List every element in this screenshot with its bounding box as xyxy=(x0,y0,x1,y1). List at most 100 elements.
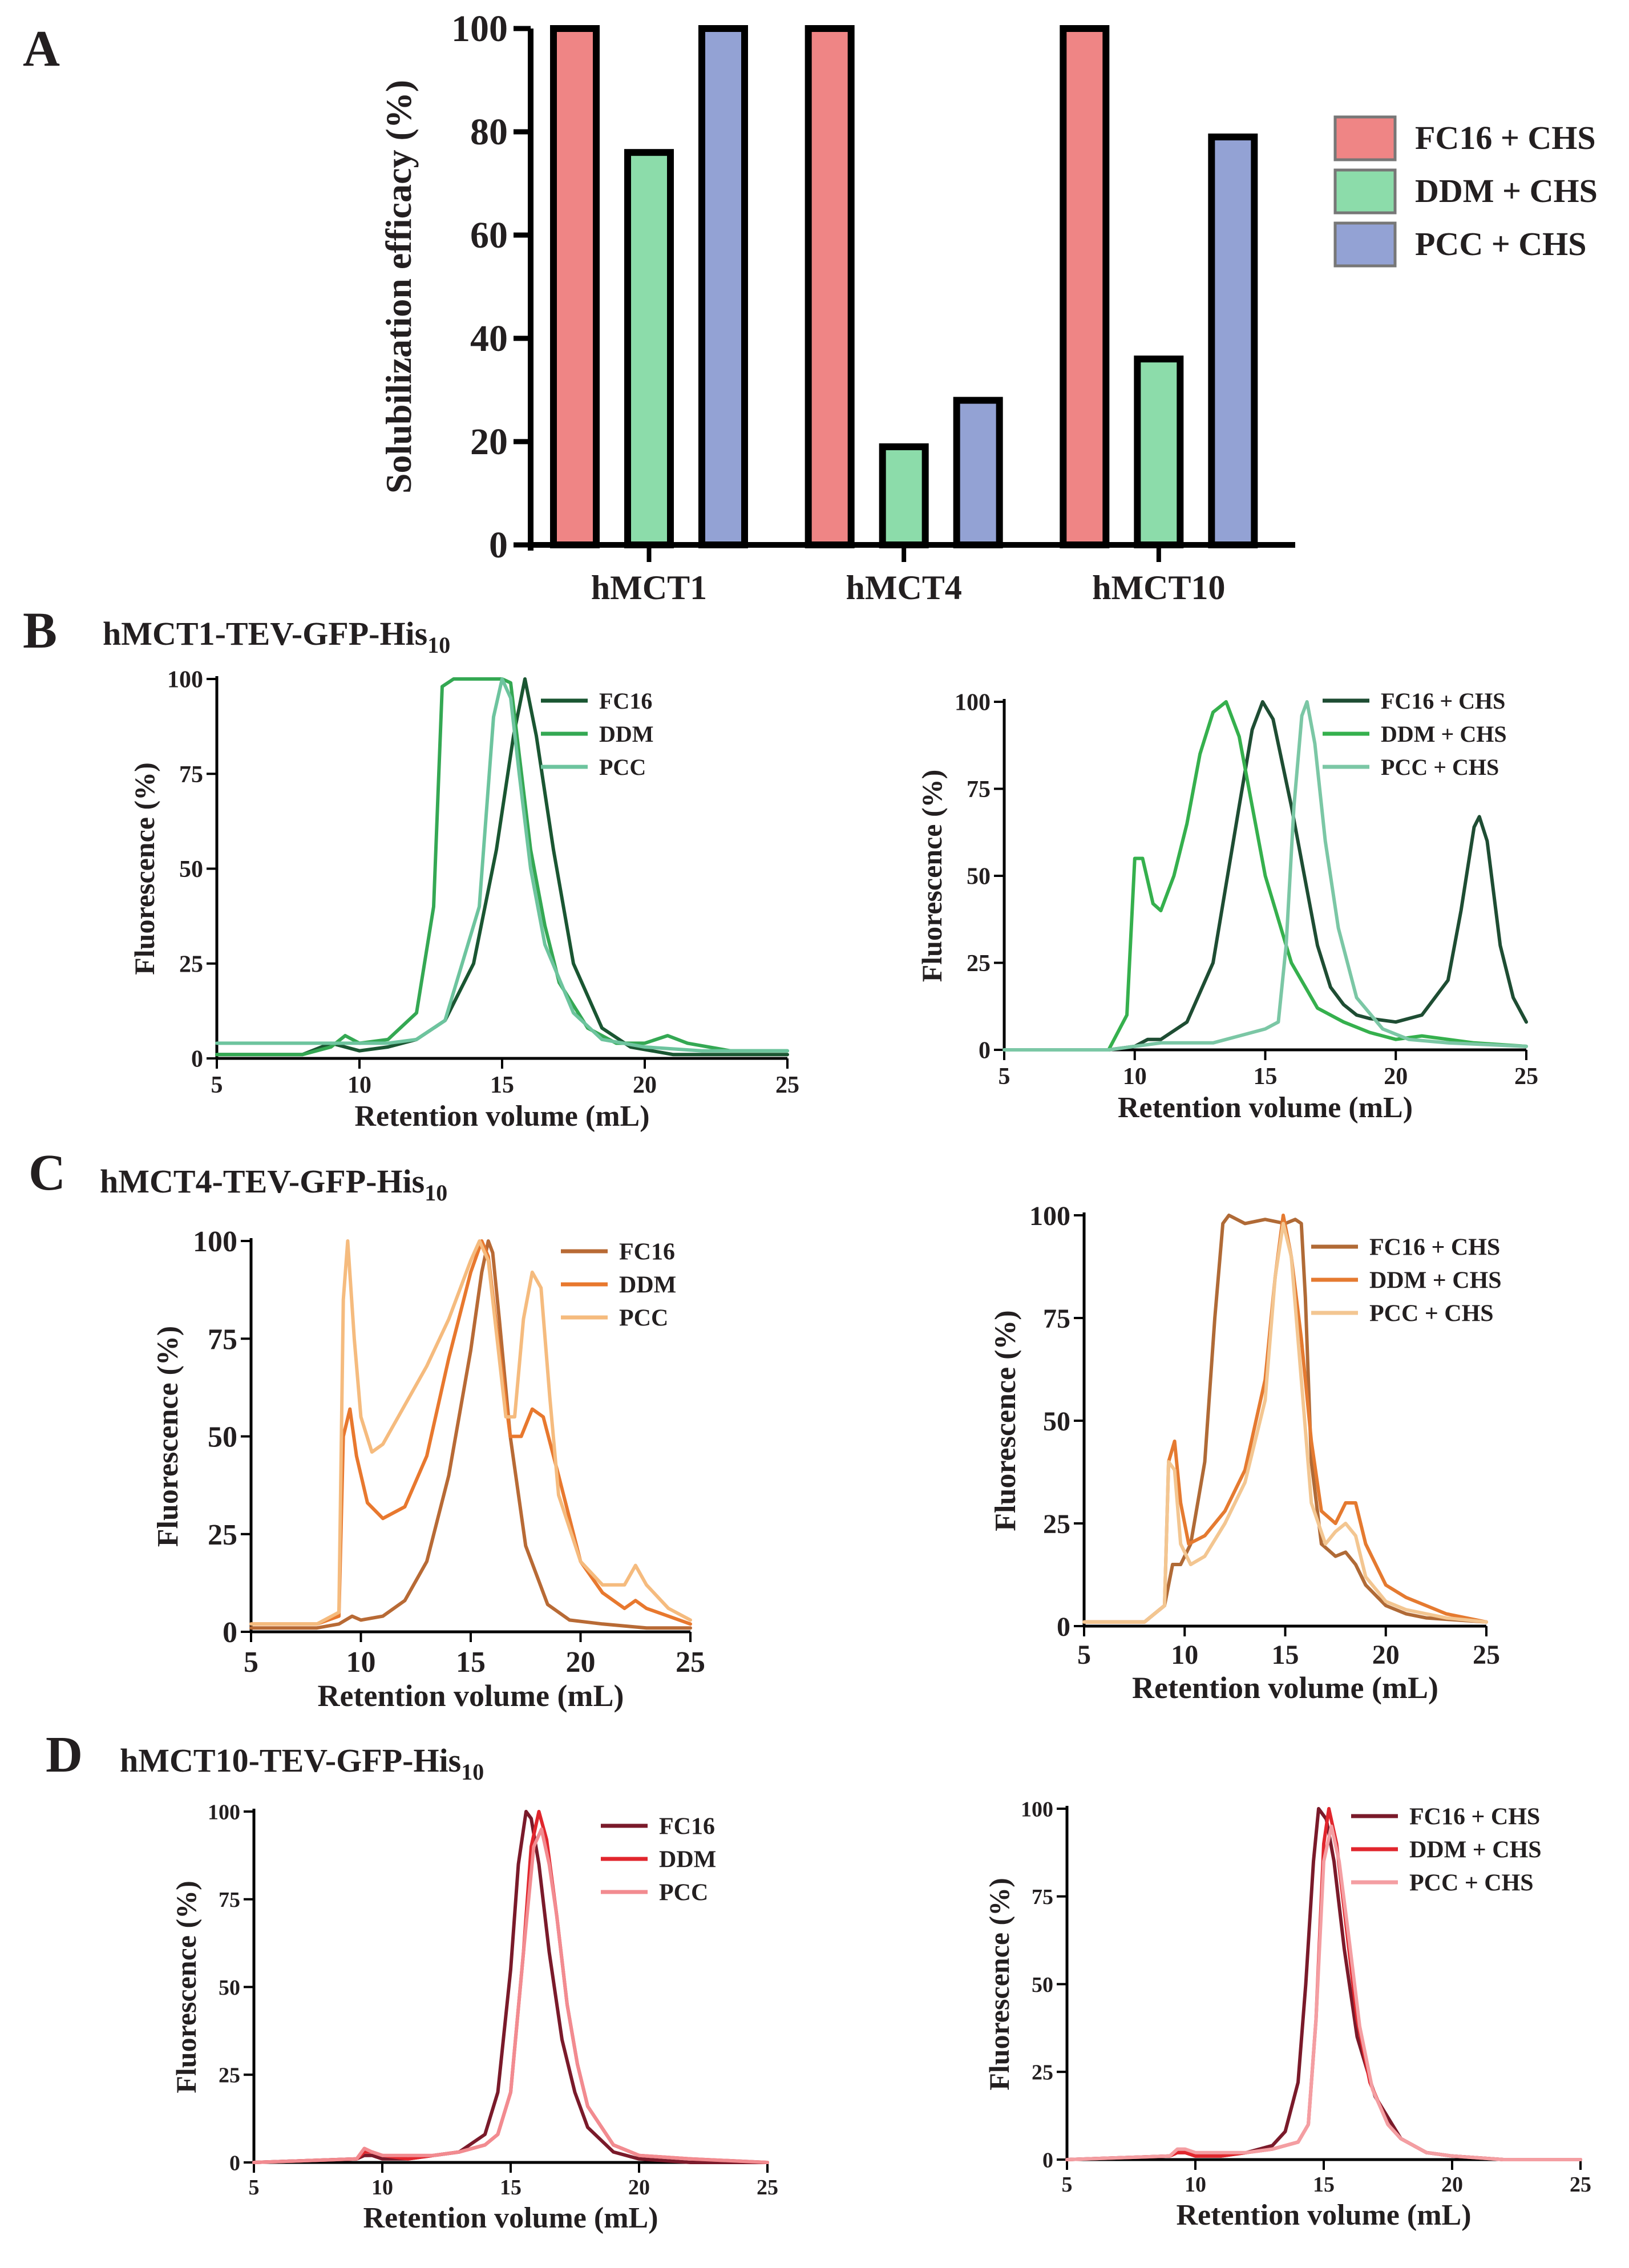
series-line xyxy=(249,1239,692,1626)
panel-title-b-base: hMCT1-TEV-GFP-His xyxy=(103,615,427,652)
legend-label: PCC + CHS xyxy=(1415,225,1587,262)
y-tick-label: 75 xyxy=(208,1323,237,1356)
y-tick-label: 100 xyxy=(451,8,508,50)
bar-chart-solubilization: 0 20 40 60 80 100 Solubilization efficacy (%) h… xyxy=(378,8,1598,607)
series-line xyxy=(1082,1222,1488,1624)
y-tick-label: 100 xyxy=(1021,1797,1053,1821)
x-tick-label: 15 xyxy=(1254,1064,1278,1090)
legend-label: DDM xyxy=(659,1847,716,1873)
y-axis-title: Fluorescence (%) xyxy=(983,1878,1015,2091)
series-line xyxy=(249,1239,692,1630)
panel-title-c: hMCT4-TEV-GFP-His10 xyxy=(100,1163,447,1206)
x-tick-label: 25 xyxy=(1570,2173,1591,2197)
y-tick-label: 75 xyxy=(179,762,203,788)
series-line xyxy=(1003,700,1528,1052)
panel-letter-b: B xyxy=(23,603,57,659)
legend-label: DDM xyxy=(599,721,654,747)
x-tick-label: 10 xyxy=(371,2176,393,2200)
y-tick-label: 50 xyxy=(1032,1973,1053,1997)
y-tick-label: 100 xyxy=(955,690,991,716)
legend-swatch xyxy=(1333,221,1397,268)
y-tick-label: 75 xyxy=(967,777,991,803)
bar xyxy=(805,25,855,548)
series-line xyxy=(215,677,789,1057)
y-tick-label: 20 xyxy=(470,421,508,463)
x-tick-label: 5 xyxy=(1077,1640,1091,1670)
x-tick-label: 15 xyxy=(500,2176,522,2200)
x-tick-label: 25 xyxy=(775,1072,799,1098)
y-tick-label: 100 xyxy=(193,1226,237,1258)
series-line xyxy=(252,1827,769,2164)
legend-label: DDM + CHS xyxy=(1415,172,1598,209)
legend-label: DDM xyxy=(619,1272,676,1299)
legend-label: PCC + CHS xyxy=(1369,1301,1494,1327)
legend-label: DDM + CHS xyxy=(1369,1268,1502,1294)
panel-letter-d: D xyxy=(46,1727,83,1783)
legend-label: DDM + CHS xyxy=(1381,721,1507,747)
y-axis-title: Solubilization efficacy (%) xyxy=(378,80,419,494)
panel-title-b: hMCT1-TEV-GFP-His10 xyxy=(103,615,450,658)
panel-title-d-base: hMCT10-TEV-GFP-His xyxy=(120,1742,461,1779)
y-tick-label: 100 xyxy=(208,1800,240,1824)
legend-swatch xyxy=(1333,168,1397,215)
x-tick-label: 15 xyxy=(456,1646,486,1679)
x-tick-label: 5 xyxy=(999,1064,1010,1090)
x-axis-title: Retention volume (mL) xyxy=(318,1679,624,1713)
y-tick-label: 25 xyxy=(179,951,203,977)
panel-letter-c: C xyxy=(29,1145,66,1201)
x-tick-label: 20 xyxy=(566,1646,596,1679)
bar xyxy=(624,149,674,548)
legend-label: FC16 + CHS xyxy=(1409,1804,1540,1830)
panel-letter-a: A xyxy=(23,21,60,77)
line-chart-d-left: 0 25 50 75 100 5 10 15 20 25 Retention volume (mL)… xyxy=(170,1800,778,2234)
x-tick-label: 10 xyxy=(346,1646,376,1679)
panel-titles: hMCT1-TEV-GFP-His10 hMCT4-TEV-GFP-His10 … xyxy=(100,615,484,1785)
y-tick-label: 50 xyxy=(1043,1406,1070,1437)
y-axis-title: Fluorescence (%) xyxy=(128,762,160,975)
line-chart-c-left: 0 25 50 75 100 5 10 15 20 25 Retention volume (mL)… xyxy=(152,1226,705,1713)
legend-label: FC16 xyxy=(659,1814,715,1840)
category-label: hMCT4 xyxy=(846,569,961,607)
legend-swatch xyxy=(1333,115,1397,161)
panel-title-b-sub: 10 xyxy=(427,632,450,658)
y-tick-label: 25 xyxy=(219,2064,240,2088)
y-tick-label: 0 xyxy=(489,524,508,566)
bar xyxy=(550,25,600,548)
category-label: hMCT10 xyxy=(1092,569,1225,607)
bar xyxy=(1060,25,1110,548)
line-chart-c-right: 0 25 50 75 100 5 10 15 20 25 Retention volume (mL)… xyxy=(989,1201,1502,1705)
x-tick-label: 25 xyxy=(757,2176,778,2200)
legend-label: FC16 xyxy=(619,1239,675,1266)
panel-letters: A B C D xyxy=(23,21,83,1783)
legend-label: FC16 + CHS xyxy=(1381,688,1505,714)
y-tick-label: 75 xyxy=(1043,1304,1070,1334)
series-line xyxy=(1082,1214,1488,1624)
y-axis-title: Fluorescence (%) xyxy=(916,770,948,983)
panel-title-c-base: hMCT4-TEV-GFP-His xyxy=(100,1163,425,1200)
y-tick-label: 100 xyxy=(167,667,203,693)
x-tick-label: 20 xyxy=(1384,1064,1408,1090)
x-tick-label: 20 xyxy=(1372,1640,1400,1670)
bar xyxy=(1134,355,1184,548)
x-tick-label: 20 xyxy=(633,1072,657,1098)
y-tick-label: 50 xyxy=(967,864,991,890)
category-label: hMCT1 xyxy=(591,569,707,607)
line-chart-d-right: 0 25 50 75 100 5 10 15 20 25 Retention volume (mL)… xyxy=(983,1797,1591,2231)
x-tick-label: 10 xyxy=(1185,2173,1206,2197)
y-tick-label: 0 xyxy=(191,1046,203,1073)
x-tick-label: 10 xyxy=(1123,1064,1147,1090)
y-tick-label: 25 xyxy=(208,1519,237,1551)
x-tick-label: 15 xyxy=(1313,2173,1335,2197)
y-tick-label: 25 xyxy=(1032,2061,1053,2085)
series-line xyxy=(1065,1824,1582,2161)
y-tick-label: 25 xyxy=(967,951,991,977)
x-tick-label: 15 xyxy=(1272,1640,1299,1670)
legend-label: FC16 xyxy=(599,688,652,714)
legend-label: PCC xyxy=(659,1880,708,1906)
x-tick-label: 5 xyxy=(244,1646,258,1679)
x-tick-label: 5 xyxy=(249,2176,260,2200)
legend-label: DDM + CHS xyxy=(1409,1837,1542,1863)
y-tick-label: 40 xyxy=(470,318,508,359)
bar xyxy=(1208,134,1258,549)
